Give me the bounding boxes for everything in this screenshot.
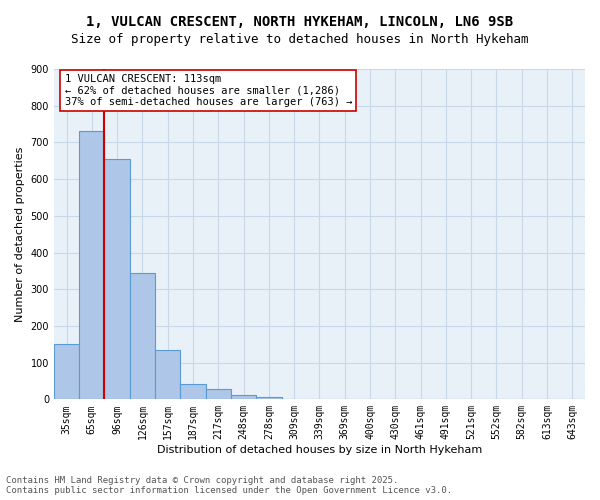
Text: Size of property relative to detached houses in North Hykeham: Size of property relative to detached ho… [71,32,529,46]
Bar [79,132,104,400]
Bar [130,272,155,400]
Bar [104,159,130,400]
X-axis label: Distribution of detached houses by size in North Hykeham: Distribution of detached houses by size … [157,445,482,455]
Bar [206,389,231,400]
Bar [231,395,256,400]
Bar [181,384,206,400]
Text: Contains HM Land Registry data © Crown copyright and database right 2025.
Contai: Contains HM Land Registry data © Crown c… [6,476,452,495]
Text: 1 VULCAN CRESCENT: 113sqm
← 62% of detached houses are smaller (1,286)
37% of se: 1 VULCAN CRESCENT: 113sqm ← 62% of detac… [65,74,352,107]
Bar [54,344,79,400]
Y-axis label: Number of detached properties: Number of detached properties [15,146,25,322]
Bar [155,350,181,400]
Bar [256,398,281,400]
Text: 1, VULCAN CRESCENT, NORTH HYKEHAM, LINCOLN, LN6 9SB: 1, VULCAN CRESCENT, NORTH HYKEHAM, LINCO… [86,15,514,29]
